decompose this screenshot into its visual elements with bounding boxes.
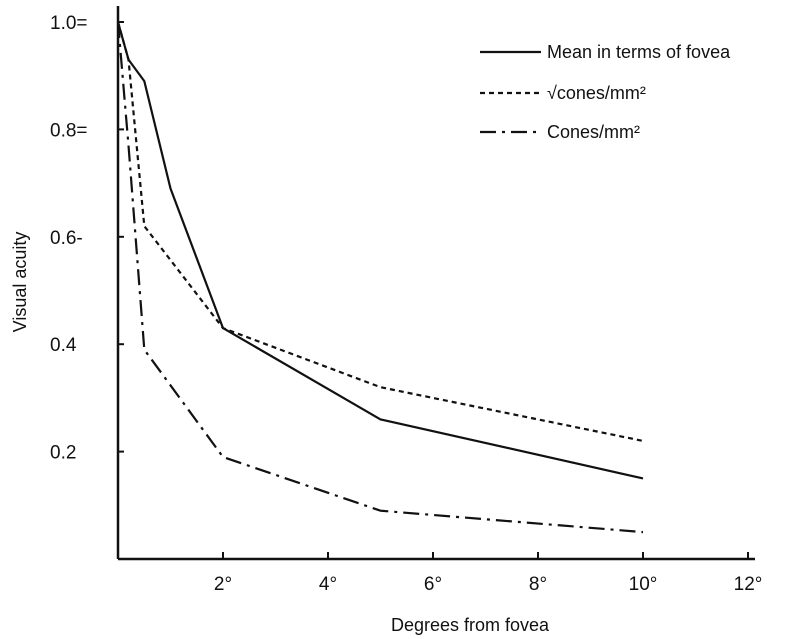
legend: Mean in terms of fovea √cones/mm² Cones/mm… [480, 42, 731, 142]
series-line-3 [116, 21, 644, 534]
y-tick-label: 0.4 [50, 335, 77, 356]
legend-label-3: Cones/mm² [547, 122, 640, 142]
series-lines [116, 21, 644, 534]
x-tick-label: 12° [734, 574, 763, 595]
y-axis-title: Visual acuity [10, 232, 30, 333]
x-tick-label: 4° [319, 574, 337, 595]
x-axis-ticks: 2° 4° 6° 8° 10° 12° [214, 552, 762, 595]
x-tick-label: 8° [529, 574, 547, 595]
series-line-2 [116, 21, 644, 442]
y-tick-label: 0.8= [50, 120, 88, 141]
legend-label-1: Mean in terms of fovea [547, 42, 731, 62]
x-tick-label: 10° [629, 574, 658, 595]
y-tick-label: 0.2 [50, 443, 76, 464]
y-axis-ticks: 0.2 0.4 0.6- 0.8= 1.0= [50, 13, 124, 464]
x-tick-label: 6° [424, 574, 442, 595]
plot-area: 2° 4° 6° 8° 10° 12° 0.2 0.4 0.6- 0.8= 1.0= [50, 6, 762, 595]
x-axis-title: Degrees from fovea [391, 615, 550, 635]
y-tick-label: 1.0= [50, 13, 88, 34]
y-tick-label: 0.6- [50, 228, 83, 249]
x-tick-label: 2° [214, 574, 232, 595]
legend-label-2: √cones/mm² [547, 83, 646, 103]
